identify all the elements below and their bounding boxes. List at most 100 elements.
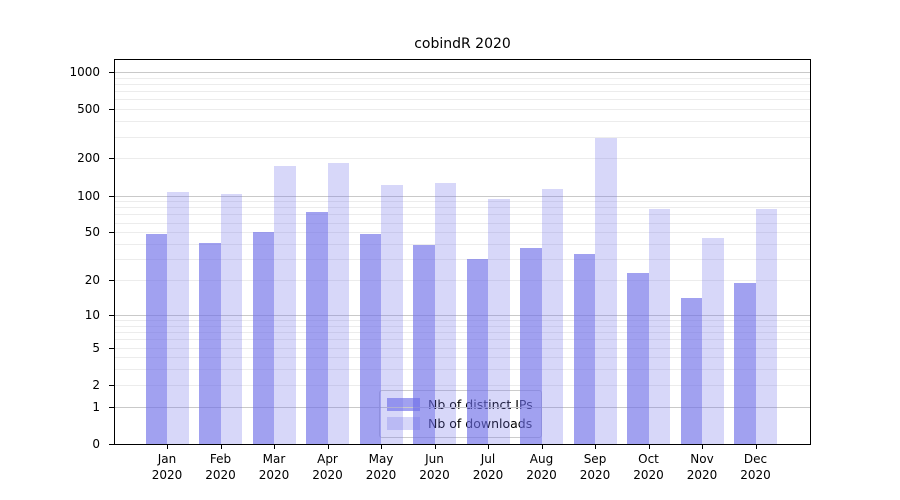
y-axis-tick-label: 200 xyxy=(77,151,100,166)
x-axis-tick-label: Oct 2020 xyxy=(633,452,664,482)
x-axis-tick-label: Jan 2020 xyxy=(151,452,183,482)
bar-distinct-ips xyxy=(627,272,649,444)
gridline-minor xyxy=(115,339,810,341)
x-axis-tick-label: Sep 2020 xyxy=(579,452,611,482)
gridline-minor xyxy=(115,320,810,321)
bar-distinct-ips xyxy=(466,259,488,444)
y-axis-tick-mark xyxy=(109,406,114,408)
y-axis-tick-mark xyxy=(109,280,114,281)
x-axis-tick-mark xyxy=(381,445,382,449)
x-axis-tick-label: Mar 2020 xyxy=(258,452,290,482)
gridline-minor xyxy=(115,158,810,160)
x-axis-tick-mark xyxy=(755,445,757,449)
gridline-minor xyxy=(115,77,810,79)
legend-item: Nb of distinct IPs xyxy=(387,397,533,412)
bar-distinct-ips xyxy=(573,254,595,444)
x-axis-tick-mark xyxy=(434,445,436,449)
gridline-minor xyxy=(115,332,810,333)
y-axis-tick-label: 50 xyxy=(84,225,100,240)
gridline-minor xyxy=(115,259,810,261)
y-axis-tick-label: 5 xyxy=(92,340,100,355)
y-axis-tick-mark xyxy=(109,314,114,316)
y-axis-tick-label: 20 xyxy=(84,273,100,287)
gridline-minor xyxy=(115,83,810,85)
gridline-major xyxy=(115,314,810,316)
x-axis-tick-mark xyxy=(274,445,275,449)
gridline-minor xyxy=(115,109,810,111)
bar-downloads xyxy=(595,137,617,444)
bar-downloads xyxy=(648,209,670,444)
bar-downloads xyxy=(381,185,403,444)
bar-downloads xyxy=(327,162,349,444)
bar-distinct-ips xyxy=(199,242,221,444)
bar-downloads xyxy=(702,237,724,444)
y-axis-tick-label: 10 xyxy=(84,307,100,322)
x-axis-tick-label: Apr 2020 xyxy=(312,452,343,482)
bar-downloads xyxy=(488,198,510,444)
gridline-major xyxy=(115,71,810,73)
gridline-minor xyxy=(115,99,810,101)
gridline-minor xyxy=(115,214,810,216)
y-axis-tick-label: 500 xyxy=(77,102,100,117)
gridline-minor xyxy=(115,232,810,234)
gridline-minor xyxy=(115,280,810,281)
x-axis-tick-label: Feb 2020 xyxy=(205,452,236,482)
y-axis-tick-mark xyxy=(109,109,114,111)
x-axis-tick-mark xyxy=(595,445,596,449)
bar-distinct-ips xyxy=(734,282,756,444)
y-axis-tick-mark xyxy=(109,347,114,349)
bar-distinct-ips xyxy=(145,234,167,444)
gridline-minor xyxy=(115,201,810,203)
bar-downloads xyxy=(220,194,242,444)
y-axis-tick-label: 0 xyxy=(92,437,100,451)
gridline-minor xyxy=(115,244,810,245)
x-axis-tick-mark xyxy=(327,445,329,449)
bar-distinct-ips xyxy=(520,248,542,444)
legend-item: Nb of downloads xyxy=(387,416,533,431)
bar-downloads xyxy=(541,189,563,444)
x-axis-tick-mark xyxy=(167,445,168,449)
legend-swatch xyxy=(387,398,420,411)
x-axis-tick-label: Jul 2020 xyxy=(472,452,504,482)
gridline-minor xyxy=(115,207,810,209)
x-axis-tick-label: Dec 2020 xyxy=(740,452,771,482)
x-axis-tick-mark xyxy=(702,445,703,449)
y-axis-tick-mark xyxy=(109,71,114,73)
bar-downloads xyxy=(167,192,189,444)
x-axis-tick-label: Jun 2020 xyxy=(419,452,450,482)
bar-distinct-ips xyxy=(359,234,381,444)
bar-distinct-ips xyxy=(306,212,328,444)
gridline-major xyxy=(115,195,810,197)
y-axis-tick-label: 1000 xyxy=(69,64,100,79)
y-axis-tick-mark xyxy=(109,444,114,445)
chart-title: cobindR 2020 xyxy=(414,36,511,52)
bar-distinct-ips xyxy=(680,298,702,444)
gridline-minor xyxy=(115,222,810,224)
legend: Nb of distinct IPs Nb of downloads xyxy=(379,390,542,438)
x-axis-tick-label: Aug 2020 xyxy=(526,452,557,482)
gridline-major xyxy=(115,406,810,408)
y-axis-tick-mark xyxy=(109,384,114,386)
bar-downloads xyxy=(434,183,456,444)
x-axis-tick-label: May 2020 xyxy=(365,452,397,482)
x-axis-tick-mark xyxy=(488,445,489,449)
bar-downloads xyxy=(274,165,296,444)
plot-area: Nb of distinct IPs Nb of downloads xyxy=(114,59,811,445)
gridline-minor xyxy=(115,136,810,138)
x-axis-tick-mark xyxy=(220,445,222,449)
bar-distinct-ips xyxy=(413,245,435,444)
y-axis-tick-mark xyxy=(109,232,114,234)
y-axis-tick-label: 1 xyxy=(92,399,100,414)
gridline-minor xyxy=(115,121,810,123)
gridline-minor xyxy=(115,384,810,386)
x-axis-tick-mark xyxy=(541,445,543,449)
y-axis-tick-mark xyxy=(109,158,114,160)
legend-swatch xyxy=(387,417,420,430)
gridline-minor xyxy=(115,347,810,349)
bar-distinct-ips xyxy=(252,232,274,444)
gridline-minor xyxy=(115,369,810,371)
bar-downloads xyxy=(755,209,777,444)
gridline-minor xyxy=(115,325,810,327)
gridline-minor xyxy=(115,91,810,93)
